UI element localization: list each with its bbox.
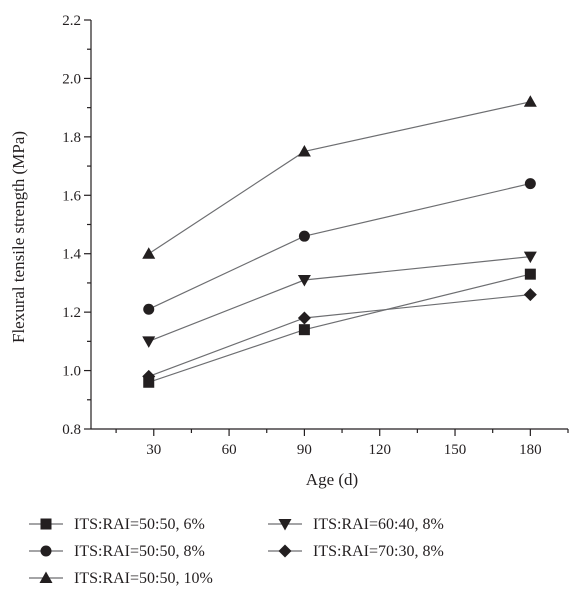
y-tick-label: 1.2 (62, 305, 81, 321)
y-axis-label: Flexural tensile strength (MPa) (9, 131, 28, 343)
data-point (297, 311, 311, 325)
axes: 0.8 1.0 1.2 1.4 1.6 1.8 2.0 2.2 30 60 90 120 150 180 (62, 13, 569, 458)
series-line (148, 101, 531, 255)
data-point (524, 268, 536, 280)
data-point (142, 336, 156, 348)
legend-label: ITS:RAI=50:50, 8% (74, 543, 205, 560)
data-point (523, 251, 537, 264)
data-point (523, 288, 537, 302)
legend-item: ITS:RAI=50:50, 10% (29, 570, 213, 587)
legend: ITS:RAI=50:50, 6% ITS:RAI=50:50, 8% ITS:RA… (29, 516, 444, 587)
legend-label: ITS:RAI=50:50, 10% (74, 570, 213, 587)
legend-marker (39, 571, 53, 583)
data-point (142, 247, 156, 259)
y-tick-label: 1.8 (62, 130, 81, 146)
data-point (298, 230, 310, 242)
data-point (142, 369, 156, 383)
legend-label: ITS:RAI=50:50, 6% (74, 516, 205, 533)
x-tick-label: 30 (146, 442, 161, 458)
legend-marker (40, 545, 52, 557)
series-line (148, 183, 531, 310)
y-tick-label: 1.0 (62, 364, 81, 380)
x-axis-label: Age (d) (306, 470, 358, 489)
legend-item: ITS:RAI=50:50, 6% (29, 516, 205, 533)
y-tick-label: 0.8 (62, 422, 81, 438)
y-tick-label: 2.0 (62, 71, 81, 87)
x-tick-label: 90 (297, 442, 312, 458)
data-point (524, 178, 536, 190)
series-line (148, 256, 531, 342)
data-point (143, 303, 155, 315)
legend-marker (278, 544, 292, 558)
legend-item: ITS:RAI=70:30, 8% (268, 543, 444, 560)
legend-marker (278, 519, 292, 531)
data-point (298, 324, 310, 336)
data-point (297, 144, 311, 157)
x-tick-label: 60 (222, 442, 237, 458)
legend-label: ITS:RAI=70:30, 8% (313, 543, 444, 560)
series-4 (142, 251, 537, 348)
legend-item: ITS:RAI=50:50, 8% (29, 543, 205, 560)
y-tick-label: 1.6 (62, 188, 81, 204)
x-tick-label: 120 (368, 442, 391, 458)
series-line (148, 273, 531, 383)
y-tick-label: 2.2 (62, 13, 81, 29)
series-2 (143, 178, 536, 315)
legend-item: ITS:RAI=60:40, 8% (268, 516, 444, 533)
data-point (297, 275, 311, 287)
legend-label: ITS:RAI=60:40, 8% (313, 516, 444, 533)
legend-marker (40, 518, 52, 530)
data-point (523, 95, 537, 107)
series-3 (142, 95, 537, 259)
x-tick-label: 150 (444, 442, 467, 458)
x-tick-label: 180 (519, 442, 542, 458)
y-tick-label: 1.4 (62, 247, 81, 263)
series-1 (143, 268, 536, 388)
series-group (142, 95, 537, 388)
series-line (148, 294, 531, 377)
series-5 (142, 288, 537, 383)
